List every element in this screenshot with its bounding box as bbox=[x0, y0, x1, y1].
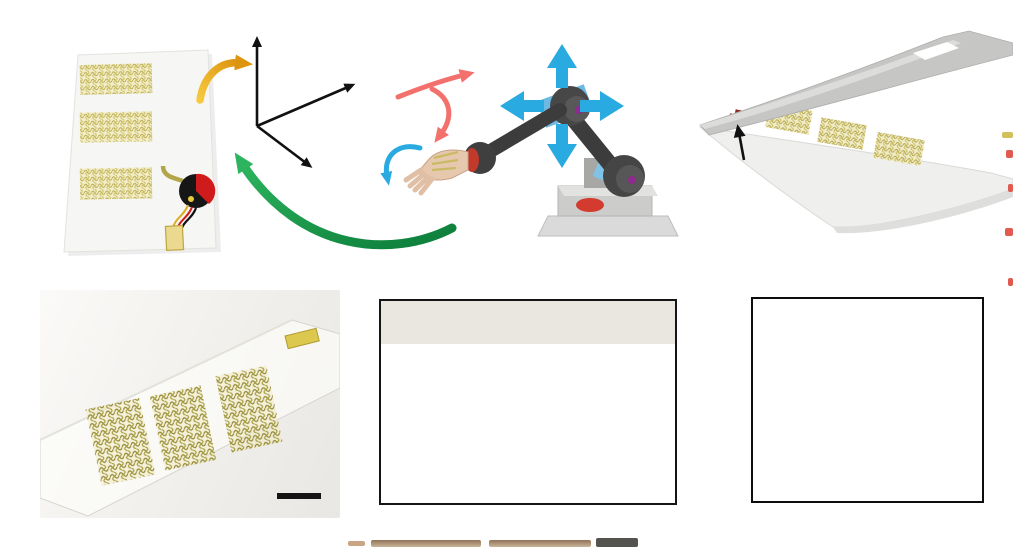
grab-rotation-arrow bbox=[380, 144, 423, 186]
panel-f-fragment bbox=[1005, 228, 1013, 236]
panel-f-fragment bbox=[1002, 132, 1013, 138]
arrow-left-icon bbox=[500, 91, 544, 121]
photo-electrode-patch bbox=[215, 365, 283, 453]
substrate-sheet bbox=[698, 126, 1013, 234]
arrow-right-icon bbox=[580, 91, 624, 121]
direction-arrows bbox=[500, 44, 624, 168]
emg-traces-plot bbox=[379, 299, 677, 505]
panel-f-fragment bbox=[1008, 278, 1013, 286]
device-photo-graphic bbox=[39, 319, 341, 517]
signal-input-arrow bbox=[196, 54, 253, 104]
knn-scatter-plot bbox=[252, 36, 356, 168]
panel-b-graphic bbox=[698, 30, 1013, 234]
photo-electrode-patch bbox=[85, 398, 156, 486]
panel-f-fragment bbox=[1006, 150, 1013, 158]
emg-electrodes-b bbox=[765, 103, 925, 166]
stim-pointer-arrow bbox=[733, 124, 746, 161]
bottom-panel-fragment bbox=[348, 541, 365, 546]
robot-arm-illustration bbox=[403, 84, 679, 237]
confusion-matrix bbox=[751, 297, 984, 503]
panel-a-graphic bbox=[63, 36, 679, 256]
arrow-up-icon bbox=[547, 44, 577, 88]
scale-bar bbox=[277, 493, 321, 499]
photo-electrode-patch bbox=[149, 385, 217, 471]
emg-device-illustration bbox=[63, 49, 221, 256]
arrow-down-icon bbox=[547, 124, 577, 168]
photo-connector bbox=[284, 327, 320, 350]
emg-electrode-patch bbox=[79, 167, 153, 200]
gesture-photo-strip bbox=[380, 300, 676, 344]
encapsulation-sheet bbox=[699, 30, 1013, 136]
electrical-stimulation-arrow bbox=[234, 152, 457, 250]
panel-f-fragment bbox=[1008, 184, 1013, 192]
bottom-panel-fragment bbox=[371, 540, 481, 547]
device-photo bbox=[39, 290, 341, 518]
classification-arrow-direction bbox=[395, 69, 475, 100]
bottom-panel-fragment bbox=[489, 540, 591, 547]
classification-arrow-grab bbox=[429, 86, 452, 143]
stimulation-connector bbox=[164, 173, 216, 252]
emg-electrode-patch bbox=[79, 111, 153, 143]
matrix-row-labels bbox=[652, 297, 746, 503]
matrix-col-labels bbox=[751, 506, 984, 521]
robotic-hand bbox=[403, 149, 469, 196]
plot-frame bbox=[379, 299, 677, 505]
emg-electrode-patch bbox=[79, 63, 153, 95]
bottom-panel-fragment bbox=[596, 538, 638, 547]
